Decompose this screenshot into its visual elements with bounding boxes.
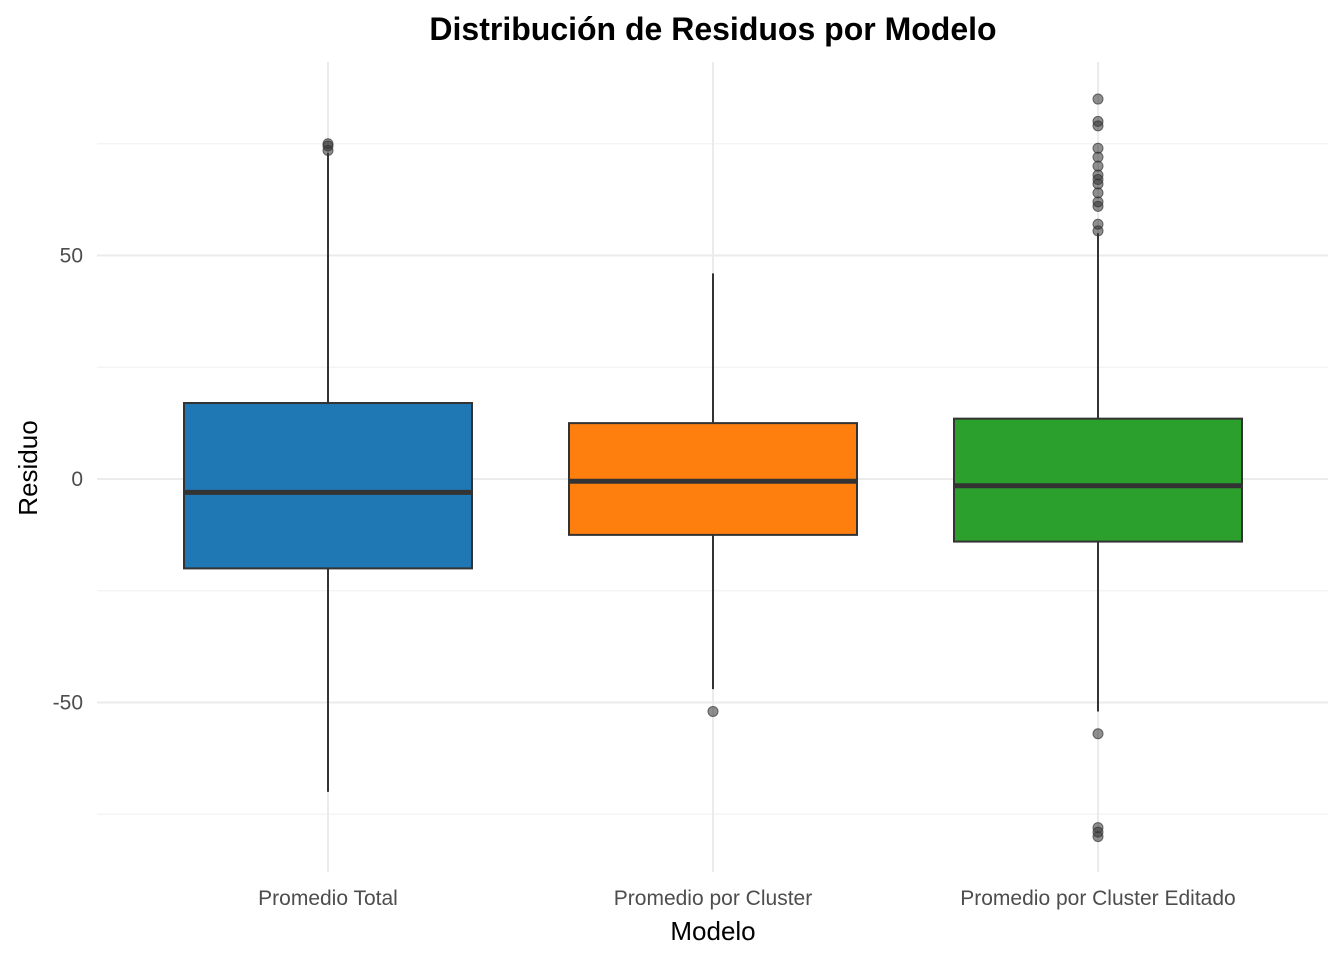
x-tick-label: Promedio Total — [258, 887, 398, 910]
x-tick-label: Promedio por Cluster Editado — [960, 887, 1235, 910]
y-tick-label: -50 — [53, 692, 83, 715]
box-group — [568, 273, 858, 717]
box-group — [953, 93, 1243, 843]
outlier-point — [1092, 225, 1104, 237]
y-axis: -50 0 50 — [53, 245, 83, 715]
x-axis-title: Modelo — [670, 916, 755, 946]
boxes-layer — [183, 93, 1243, 843]
y-axis-title: Residuo — [13, 420, 43, 515]
outlier-point — [1092, 120, 1104, 132]
x-tick-label: Promedio por Cluster — [614, 887, 812, 910]
outlier-point — [707, 705, 719, 717]
y-tick-label: 0 — [71, 468, 83, 491]
outlier-point — [1092, 728, 1104, 740]
outlier-point — [322, 138, 334, 150]
x-axis: Promedio Total Promedio por Cluster Promed… — [258, 887, 1236, 910]
outlier-point — [1092, 200, 1104, 212]
outlier-point — [1092, 831, 1104, 843]
box — [183, 402, 473, 570]
chart-title: Distribución de Residuos por Modelo — [429, 11, 996, 47]
y-tick-label: 50 — [60, 245, 83, 268]
outlier-point — [1092, 93, 1104, 105]
box-group — [183, 138, 473, 792]
box — [953, 417, 1243, 543]
